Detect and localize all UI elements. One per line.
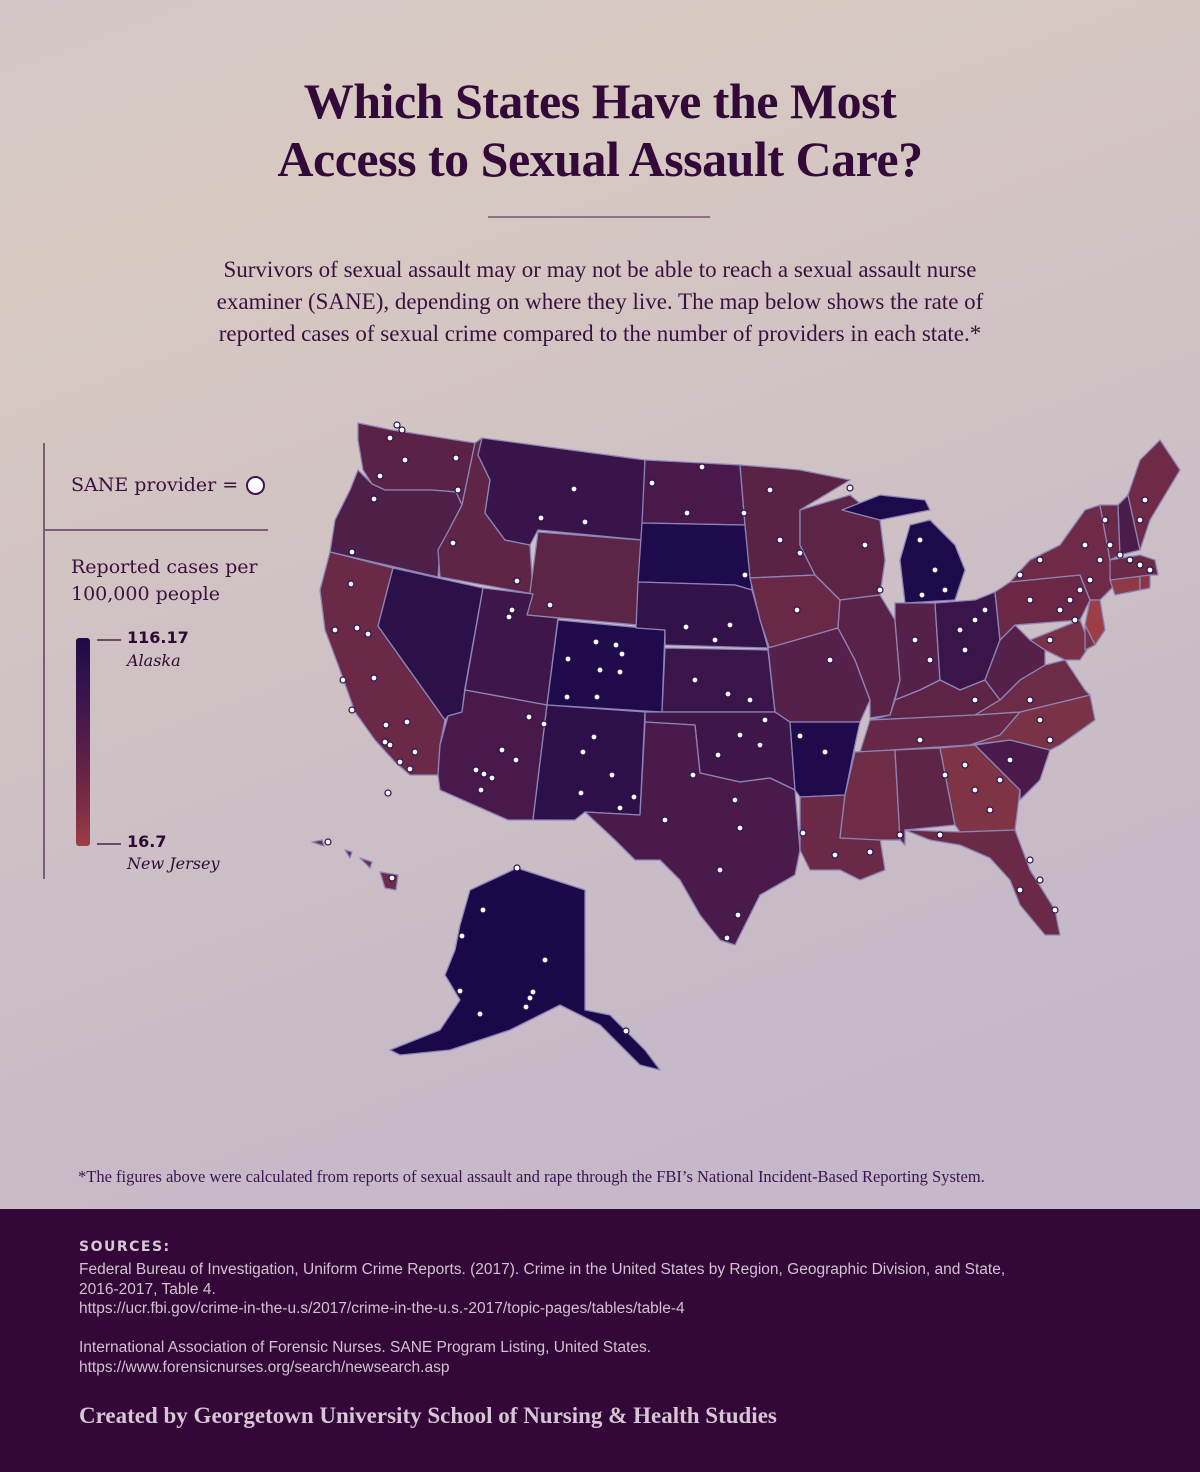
credit-line: Created by Georgetown University School … — [79, 1403, 777, 1428]
state-fl — [904, 829, 1061, 936]
title-line-2: Access to Sexual Assault Care? — [277, 131, 923, 187]
legend-vertical-rule — [43, 443, 45, 879]
state-ne — [635, 581, 769, 649]
legend-provider-label: SANE provider = — [71, 474, 239, 496]
source-1-line-2: 2016-2017, Table 4. — [79, 1280, 216, 1298]
state-ma — [1109, 554, 1159, 581]
source-1-line-1: Federal Bureau of Investigation, Uniform… — [79, 1261, 1006, 1278]
max-tick — [97, 639, 121, 641]
state-ri — [1139, 574, 1151, 591]
source-2-url[interactable]: https://www.forensicnurses.org/search/ne… — [79, 1358, 450, 1376]
state-sd — [637, 522, 753, 591]
state-mt — [477, 437, 646, 546]
source-1: Federal Bureau of Investigation, Uniform… — [79, 1260, 1139, 1319]
title-divider — [488, 216, 710, 218]
intro-line-2: examiner (SANE), depending on where they… — [216, 289, 984, 314]
legend-scale-title: Reported cases per 100,000 people — [71, 554, 271, 608]
legend-provider: SANE provider = — [71, 474, 266, 496]
map-legend: SANE provider = Reported cases per 100,0… — [43, 443, 273, 879]
intro-line-1: Survivors of sexual assault may or may n… — [223, 257, 977, 282]
state-il — [837, 594, 901, 719]
state-nd — [641, 459, 746, 526]
state-md — [1029, 619, 1091, 661]
provider-marker-icon — [246, 475, 266, 495]
state-hi — [311, 839, 399, 891]
min-state: New Jersey — [127, 854, 220, 873]
intro-line-3: reported cases of sexual crime compared … — [218, 321, 982, 346]
color-scale-bar — [76, 638, 90, 846]
state-nm — [532, 704, 646, 821]
state-tx — [584, 721, 801, 946]
scale-title-line-1: Reported cases per — [71, 556, 258, 578]
state-de — [1084, 624, 1096, 651]
min-tick — [97, 843, 121, 845]
state-me — [1127, 439, 1181, 551]
max-state: Alaska — [127, 651, 181, 670]
us-choropleth-map — [311, 421, 1181, 1071]
footnote: *The figures above were calculated from … — [78, 1167, 985, 1186]
state-ks — [661, 647, 776, 713]
scale-title-line-2: 100,000 people — [71, 583, 220, 605]
legend-horizontal-rule — [43, 529, 268, 531]
source-2-line-1: International Association of Forensic Nu… — [79, 1339, 652, 1356]
intro-paragraph: Survivors of sexual assault may or may n… — [110, 254, 1090, 350]
state-ak — [389, 867, 661, 1071]
page-title: Which States Have the Most Access to Sex… — [0, 72, 1200, 188]
state-mi — [841, 494, 966, 604]
title-line-1: Which States Have the Most — [303, 73, 897, 129]
source-1-url[interactable]: https://ucr.fbi.gov/crime-in-the-u.s/201… — [79, 1300, 685, 1317]
footer: SOURCES: Federal Bureau of Investigation… — [0, 1209, 1200, 1472]
sane-provider-markers — [324, 421, 1154, 1035]
max-value: 116.17 — [127, 628, 189, 647]
state-wy — [526, 531, 643, 626]
source-2: International Association of Forensic Nu… — [79, 1338, 1139, 1377]
min-value: 16.7 — [127, 832, 167, 851]
sources-heading: SOURCES: — [79, 1239, 171, 1255]
